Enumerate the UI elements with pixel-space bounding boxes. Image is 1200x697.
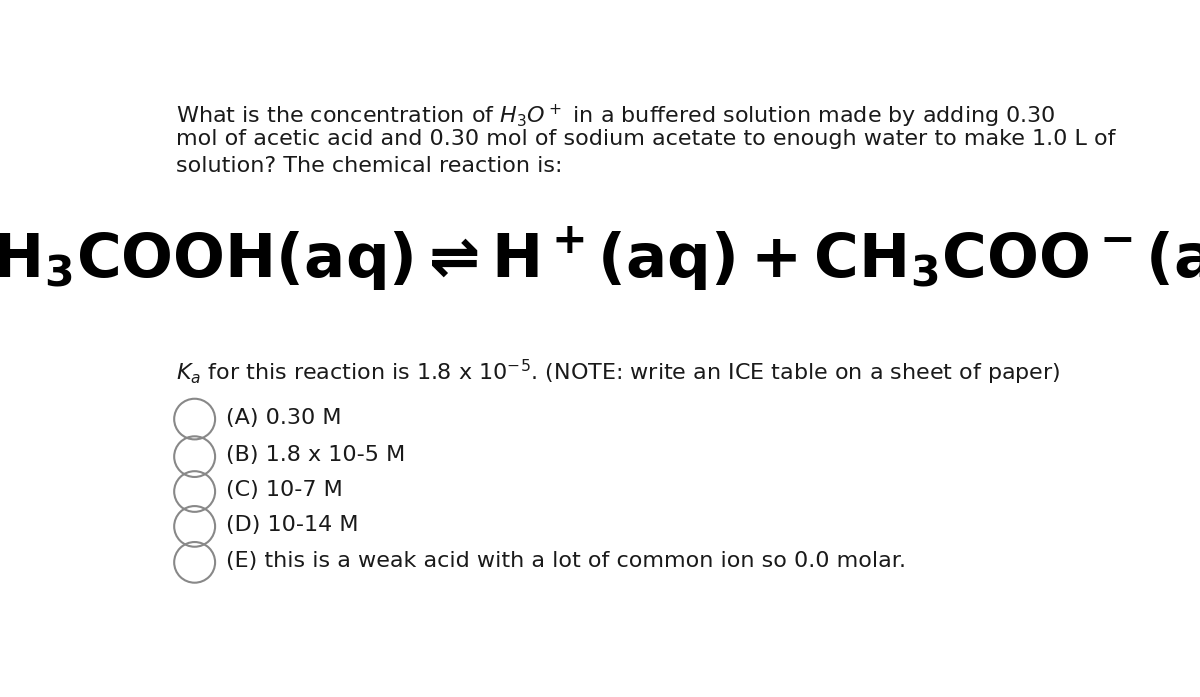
Text: (A) 0.30 M: (A) 0.30 M	[227, 408, 342, 428]
Text: $\mathbf{CH_3COOH(aq) \rightleftharpoons H^+(aq) + CH_3COO^-(aq)}$: $\mathbf{CH_3COOH(aq) \rightleftharpoons…	[0, 226, 1200, 293]
Text: (E) this is a weak acid with a lot of common ion so 0.0 molar.: (E) this is a weak acid with a lot of co…	[227, 551, 906, 571]
Text: mol of acetic acid and 0.30 mol of sodium acetate to enough water to make 1.0 L : mol of acetic acid and 0.30 mol of sodiu…	[176, 129, 1116, 149]
Text: solution? The chemical reaction is:: solution? The chemical reaction is:	[176, 156, 563, 176]
Text: (B) 1.8 x 10-5 M: (B) 1.8 x 10-5 M	[227, 445, 406, 466]
Text: (D) 10-14 M: (D) 10-14 M	[227, 515, 359, 535]
Text: (C) 10-7 M: (C) 10-7 M	[227, 480, 343, 500]
Text: $\mathit{K}_a$ for this reaction is 1.8 x $10^{-5}$. (NOTE: write an ICE table o: $\mathit{K}_a$ for this reaction is 1.8 …	[176, 358, 1061, 387]
Text: What is the concentration of $\mathit{H}_3\mathit{O}^+$ in a buffered solution m: What is the concentration of $\mathit{H}…	[176, 102, 1056, 130]
